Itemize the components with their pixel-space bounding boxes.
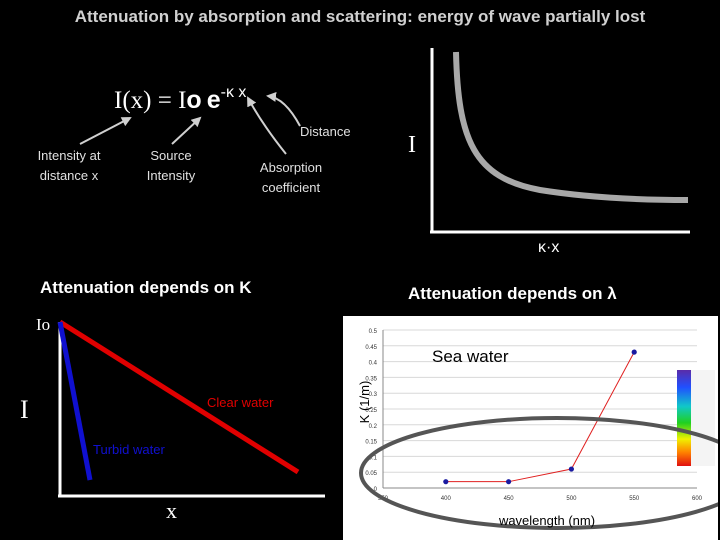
formula-base: e — [206, 86, 221, 114]
turbid-water-line — [57, 321, 93, 481]
absorption-coefficient-label: Absorption coefficient — [259, 160, 323, 195]
y-tick-label: 0.45 — [365, 345, 377, 351]
y-tick-label: 0.1 — [369, 455, 378, 461]
distance-label: Distance — [300, 124, 351, 139]
data-point — [631, 349, 637, 355]
x-tick-label: 600 — [692, 496, 703, 502]
depth-y-top-label: Io — [36, 315, 50, 334]
chart-background — [343, 316, 718, 540]
depth-y-label: I — [20, 395, 29, 424]
arrow-intensity — [79, 117, 132, 145]
formula-lhs: I(x) = I — [114, 87, 187, 114]
depth-x-label: x — [166, 498, 177, 523]
y-tick-label: 0.3 — [369, 392, 378, 398]
x-tick-label: 500 — [566, 496, 577, 502]
spectrum-bar — [677, 370, 691, 466]
attenuation-formula: I(x) = Io e-κ x — [114, 84, 247, 115]
right-heading: Attenuation depends on λ — [408, 284, 617, 303]
arrow-absorption — [247, 96, 287, 155]
y-tick-label: 0.5 — [369, 329, 378, 335]
left-heading: Attenuation depends on K — [40, 278, 252, 297]
chart-series — [443, 349, 637, 485]
formula-subscript: o — [186, 86, 202, 114]
y-tick-label: 0 — [374, 487, 378, 493]
decay-plot: I κ·x — [408, 48, 690, 256]
y-tick-label: 0.4 — [369, 361, 378, 367]
y-tick-label: 0.2 — [369, 424, 378, 430]
highlight-ellipse — [359, 416, 718, 530]
arrow-source — [171, 116, 202, 145]
x-tick-label: 550 — [629, 496, 640, 502]
spectrum-label-box — [691, 370, 715, 466]
intensity-at-label: Intensity at distance x — [37, 148, 101, 183]
y-tick-label: 0.15 — [365, 440, 377, 446]
decay-x-label: κ·x — [538, 239, 559, 256]
formula-exponent: -κ x — [220, 84, 247, 101]
data-point — [568, 466, 574, 472]
decay-y-label: I — [408, 132, 416, 158]
chart-x-label: wavelength (nm) — [498, 513, 595, 528]
color-spectrum-legend — [677, 370, 715, 466]
depth-attenuation-plot: Io I x Clear water Turbid water — [20, 315, 325, 523]
chart-y-label: K (1/m) — [357, 381, 372, 424]
data-point — [506, 479, 512, 485]
y-tick-label: 0.05 — [365, 471, 377, 477]
y-tick-label: 0.35 — [365, 376, 377, 382]
decay-curve — [453, 51, 689, 203]
chart-series-label: Sea water — [432, 347, 509, 366]
source-intensity-label: Source Intensity — [146, 148, 196, 183]
x-tick-label: 400 — [441, 496, 452, 502]
series-line — [445, 351, 635, 483]
y-tick-label: 0.25 — [365, 408, 377, 414]
slide-title: Attenuation by absorption and scattering… — [74, 7, 646, 26]
x-tick-label: 450 — [504, 496, 515, 502]
clear-water-label: Clear water — [207, 395, 274, 410]
turbid-water-label: Turbid water — [93, 442, 165, 457]
arrow-distance — [266, 91, 301, 127]
clear-water-line — [58, 319, 300, 475]
data-point — [443, 479, 449, 485]
